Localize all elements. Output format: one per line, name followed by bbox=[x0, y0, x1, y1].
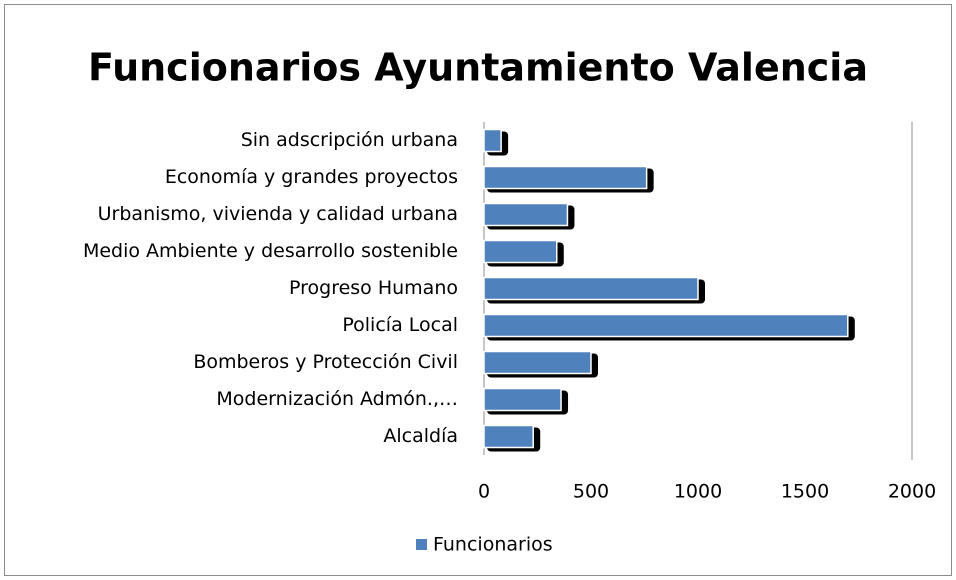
x-tick-label: 0 bbox=[478, 481, 490, 503]
x-tick-label: 500 bbox=[573, 481, 609, 503]
y-tick-label: Urbanismo, vivienda y calidad urbana bbox=[98, 203, 458, 225]
bar bbox=[483, 165, 648, 190]
bar bbox=[483, 313, 849, 338]
y-tick-label: Sin adscripción urbana bbox=[241, 129, 458, 151]
bar bbox=[483, 202, 569, 227]
y-tick-label: Modernización Admón.,… bbox=[216, 388, 458, 410]
x-tick-label: 2000 bbox=[888, 481, 936, 503]
bar bbox=[483, 276, 699, 301]
y-tick-label: Medio Ambiente y desarrollo sostenible bbox=[83, 240, 458, 262]
chart-frame bbox=[4, 4, 952, 576]
bar bbox=[483, 350, 592, 375]
y-tick-label: Economía y grandes proyectos bbox=[165, 166, 458, 188]
chart-title: Funcionarios Ayuntamiento Valencia bbox=[88, 46, 868, 90]
y-tick-label: Bomberos y Protección Civil bbox=[193, 351, 458, 373]
bar bbox=[483, 239, 558, 264]
y-tick-label: Policía Local bbox=[342, 314, 458, 336]
x-tick-label: 1500 bbox=[781, 481, 829, 503]
legend-label: Funcionarios bbox=[433, 534, 553, 556]
bar bbox=[483, 128, 502, 153]
bar bbox=[483, 387, 562, 412]
bar bbox=[483, 424, 534, 449]
x-tick-label: 1000 bbox=[674, 481, 722, 503]
y-tick-label: Progreso Humano bbox=[289, 277, 458, 299]
y-tick-label: Alcaldía bbox=[383, 425, 458, 447]
legend-swatch bbox=[416, 539, 427, 550]
